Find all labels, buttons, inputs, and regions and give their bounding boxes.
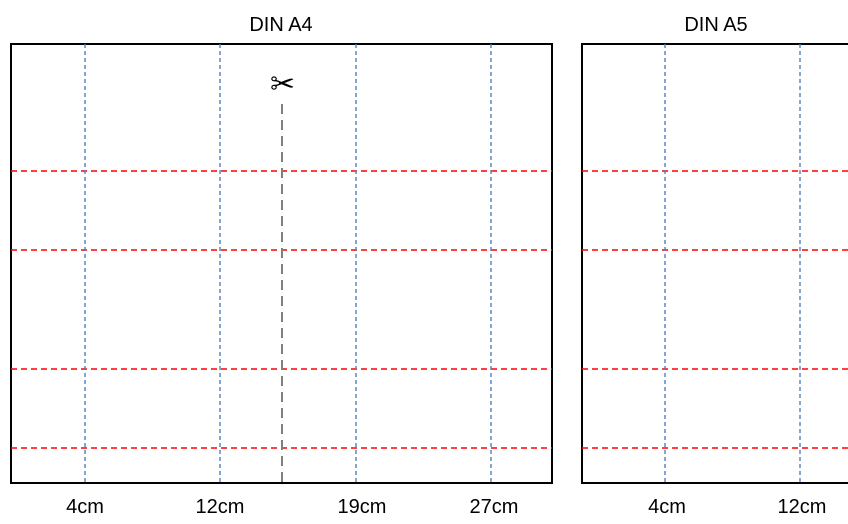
tick-label-a5-4cm: 4cm [648,496,686,518]
sheet-title-a4: DIN A4 [249,14,313,36]
tick-label-a4-19cm: 19cm [337,496,387,518]
tick-label-a4-12cm: 12cm [195,496,245,518]
sheet-title-a5: DIN A5 [684,14,748,36]
tick-label-a4-27cm: 27cm [469,496,519,518]
sheet-a4 [10,43,553,484]
sheet-a5 [581,43,848,484]
tick-label-a5-12cm: 12cm [777,496,827,518]
tick-label-a4-4cm: 4cm [66,496,104,518]
scissors-icon: ✂ [270,67,296,102]
sheet-a5-border [581,43,848,484]
sheet-a4-border [10,43,553,484]
